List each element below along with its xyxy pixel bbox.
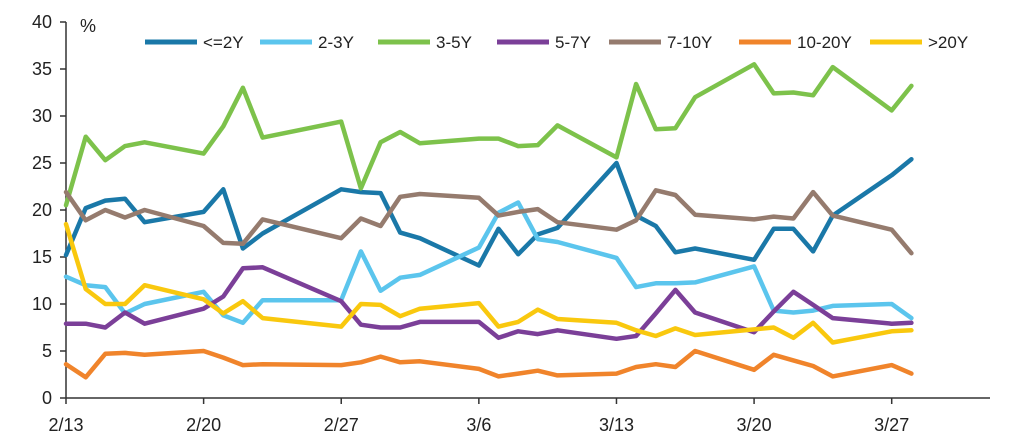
series-line-1 (63, 200, 914, 326)
x-tick-label: 3/13 (599, 415, 634, 435)
series-line-0 (63, 156, 914, 268)
y-unit-label: % (80, 16, 96, 36)
legend-label: >20Y (928, 33, 968, 52)
x-tick-label: 2/20 (186, 415, 221, 435)
x-tick-label: 3/20 (737, 415, 772, 435)
legend-label: 2-3Y (318, 33, 354, 52)
y-ticks: 0 5 10 15 20 25 30 35 40 (32, 12, 66, 408)
legend-label: 10-20Y (797, 33, 852, 52)
series-lines (63, 62, 914, 380)
series-line-6 (63, 221, 914, 345)
y-tick-label: 10 (32, 294, 52, 314)
legend-label: 3-5Y (436, 33, 472, 52)
y-tick-label: 40 (32, 12, 52, 32)
y-tick-label: 5 (42, 341, 52, 361)
y-tick-label: 0 (42, 388, 52, 408)
x-tick-label: 3/6 (466, 415, 491, 435)
legend: <=2Y 2-3Y 3-5Y 5-7Y 7-10Y 10-20Y >20Y (145, 33, 968, 52)
y-tick-label: 35 (32, 59, 52, 79)
series-line-2 (63, 62, 914, 208)
x-ticks: 2/13 2/20 2/27 3/6 3/13 3/20 3/27 (48, 398, 909, 435)
y-tick-label: 25 (32, 153, 52, 173)
series-line-3 (63, 265, 914, 342)
legend-label: 5-7Y (555, 33, 591, 52)
legend-label: <=2Y (203, 33, 244, 52)
legend-label: 7-10Y (667, 33, 712, 52)
y-tick-label: 30 (32, 106, 52, 126)
x-tick-label: 2/27 (324, 415, 359, 435)
y-tick-label: 15 (32, 247, 52, 267)
x-tick-label: 2/13 (48, 415, 83, 435)
x-tick-label: 3/27 (874, 415, 909, 435)
series-line-4 (63, 188, 914, 256)
series-line-5 (63, 348, 914, 380)
y-tick-label: 20 (32, 200, 52, 220)
